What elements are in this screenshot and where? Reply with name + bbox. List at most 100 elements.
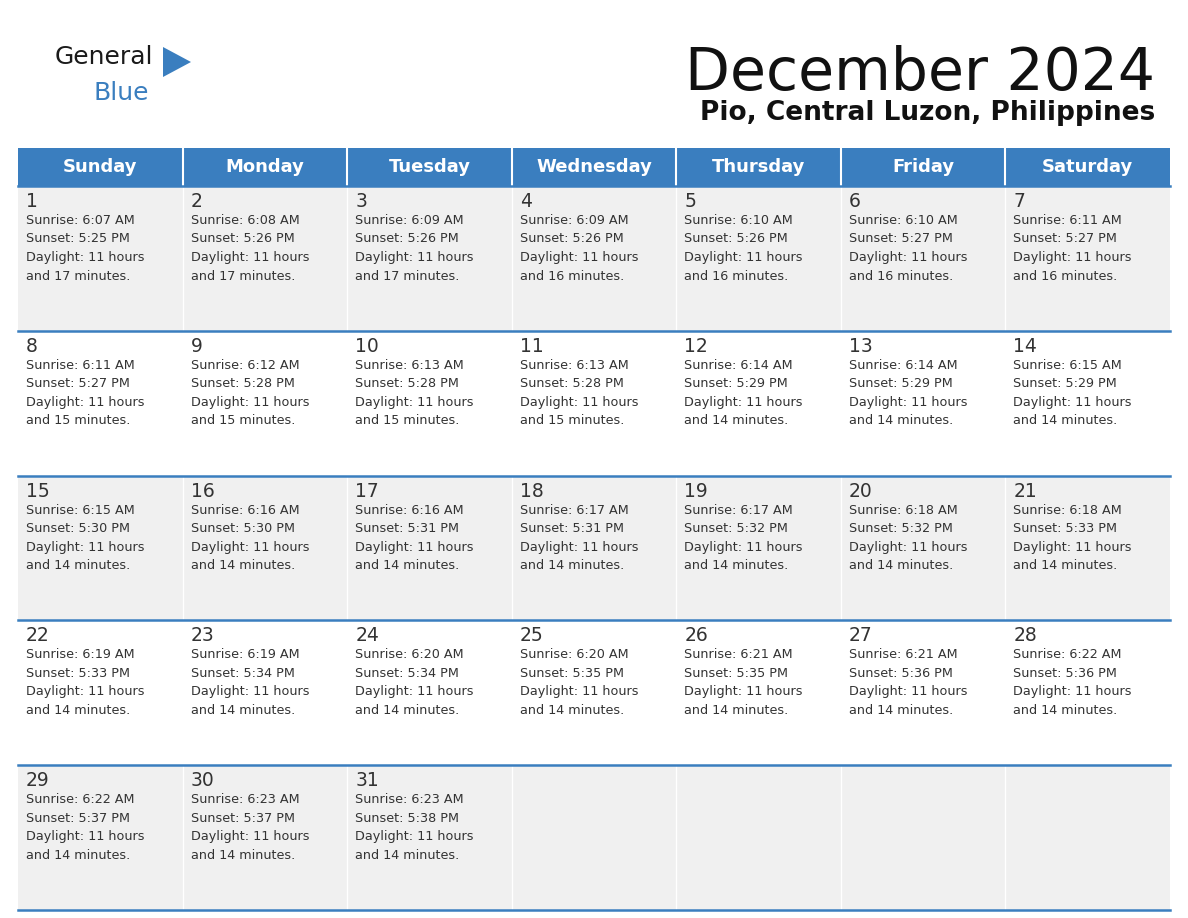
Text: Sunset: 5:35 PM: Sunset: 5:35 PM [684,666,789,680]
Text: Sunset: 5:28 PM: Sunset: 5:28 PM [355,377,459,390]
Text: 14: 14 [1013,337,1037,356]
Text: and 14 minutes.: and 14 minutes. [26,849,131,862]
Text: 7: 7 [1013,192,1025,211]
Text: Sunrise: 6:18 AM: Sunrise: 6:18 AM [849,504,958,517]
Text: Sunrise: 6:19 AM: Sunrise: 6:19 AM [26,648,134,661]
Text: and 14 minutes.: and 14 minutes. [684,559,789,572]
Text: Sunset: 5:29 PM: Sunset: 5:29 PM [1013,377,1117,390]
Text: Sunset: 5:31 PM: Sunset: 5:31 PM [355,522,459,535]
Text: Sunset: 5:26 PM: Sunset: 5:26 PM [519,232,624,245]
Bar [183,148,347,186]
Text: Sunrise: 6:22 AM: Sunrise: 6:22 AM [26,793,134,806]
Text: Sunrise: 6:09 AM: Sunrise: 6:09 AM [519,214,628,227]
Text: Sunrise: 6:17 AM: Sunrise: 6:17 AM [684,504,794,517]
Text: Sunrise: 6:19 AM: Sunrise: 6:19 AM [190,648,299,661]
Text: Sunset: 5:26 PM: Sunset: 5:26 PM [684,232,788,245]
Text: December 2024: December 2024 [685,45,1155,102]
Text: and 15 minutes.: and 15 minutes. [190,414,295,427]
Text: and 14 minutes.: and 14 minutes. [190,559,295,572]
Text: 15: 15 [26,482,50,500]
Text: and 14 minutes.: and 14 minutes. [849,559,953,572]
Text: Sunset: 5:32 PM: Sunset: 5:32 PM [684,522,788,535]
Text: Sunrise: 6:11 AM: Sunrise: 6:11 AM [1013,214,1123,227]
Text: Sunrise: 6:10 AM: Sunrise: 6:10 AM [849,214,958,227]
Text: Daylight: 11 hours: Daylight: 11 hours [1013,396,1132,409]
Text: and 14 minutes.: and 14 minutes. [1013,414,1118,427]
Text: Sunset: 5:26 PM: Sunset: 5:26 PM [355,232,459,245]
Text: and 14 minutes.: and 14 minutes. [355,559,460,572]
Text: Daylight: 11 hours: Daylight: 11 hours [26,251,145,264]
Text: 9: 9 [190,337,202,356]
Text: 20: 20 [849,482,873,500]
Text: and 17 minutes.: and 17 minutes. [355,270,460,283]
Text: Daylight: 11 hours: Daylight: 11 hours [849,541,967,554]
Text: and 15 minutes.: and 15 minutes. [26,414,131,427]
Text: Daylight: 11 hours: Daylight: 11 hours [684,541,803,554]
Text: Sunrise: 6:07 AM: Sunrise: 6:07 AM [26,214,134,227]
Text: Daylight: 11 hours: Daylight: 11 hours [684,251,803,264]
Text: 22: 22 [26,626,50,645]
Text: 12: 12 [684,337,708,356]
Text: Daylight: 11 hours: Daylight: 11 hours [1013,251,1132,264]
Text: Sunset: 5:36 PM: Sunset: 5:36 PM [849,666,953,680]
Text: and 14 minutes.: and 14 minutes. [849,414,953,427]
Text: Daylight: 11 hours: Daylight: 11 hours [355,541,474,554]
Bar [18,186,1170,330]
Text: Sunrise: 6:15 AM: Sunrise: 6:15 AM [26,504,134,517]
Text: Sunrise: 6:21 AM: Sunrise: 6:21 AM [849,648,958,661]
Text: Daylight: 11 hours: Daylight: 11 hours [26,830,145,844]
Text: and 14 minutes.: and 14 minutes. [355,704,460,717]
Text: Daylight: 11 hours: Daylight: 11 hours [684,686,803,699]
Text: Daylight: 11 hours: Daylight: 11 hours [355,830,474,844]
Text: Sunset: 5:32 PM: Sunset: 5:32 PM [849,522,953,535]
Text: and 14 minutes.: and 14 minutes. [26,559,131,572]
Bar [512,148,676,186]
Text: 17: 17 [355,482,379,500]
Text: Sunrise: 6:09 AM: Sunrise: 6:09 AM [355,214,463,227]
Text: Saturday: Saturday [1042,158,1133,176]
Text: 30: 30 [190,771,214,790]
Text: and 15 minutes.: and 15 minutes. [355,414,460,427]
Text: Sunset: 5:30 PM: Sunset: 5:30 PM [26,522,129,535]
Text: Sunset: 5:37 PM: Sunset: 5:37 PM [190,812,295,824]
Text: Daylight: 11 hours: Daylight: 11 hours [355,686,474,699]
Text: Sunrise: 6:22 AM: Sunrise: 6:22 AM [1013,648,1121,661]
Text: Blue: Blue [93,81,148,105]
Text: and 14 minutes.: and 14 minutes. [849,704,953,717]
Text: Sunset: 5:37 PM: Sunset: 5:37 PM [26,812,129,824]
Text: and 14 minutes.: and 14 minutes. [190,704,295,717]
Text: 26: 26 [684,626,708,645]
Text: Daylight: 11 hours: Daylight: 11 hours [26,686,145,699]
Text: Sunday: Sunday [63,158,138,176]
Text: Sunset: 5:27 PM: Sunset: 5:27 PM [1013,232,1117,245]
Text: Daylight: 11 hours: Daylight: 11 hours [190,396,309,409]
Text: Sunrise: 6:12 AM: Sunrise: 6:12 AM [190,359,299,372]
Text: Daylight: 11 hours: Daylight: 11 hours [849,396,967,409]
Bar [347,148,512,186]
Text: 5: 5 [684,192,696,211]
Text: Daylight: 11 hours: Daylight: 11 hours [190,251,309,264]
Text: Daylight: 11 hours: Daylight: 11 hours [519,396,638,409]
Text: Sunset: 5:34 PM: Sunset: 5:34 PM [355,666,459,680]
Text: 10: 10 [355,337,379,356]
Text: Daylight: 11 hours: Daylight: 11 hours [519,686,638,699]
Text: 21: 21 [1013,482,1037,500]
Text: Sunrise: 6:08 AM: Sunrise: 6:08 AM [190,214,299,227]
Bar [18,766,1170,910]
Text: Sunset: 5:38 PM: Sunset: 5:38 PM [355,812,459,824]
Text: and 14 minutes.: and 14 minutes. [684,704,789,717]
Text: Sunset: 5:28 PM: Sunset: 5:28 PM [519,377,624,390]
Text: Sunset: 5:27 PM: Sunset: 5:27 PM [26,377,129,390]
Text: Sunset: 5:25 PM: Sunset: 5:25 PM [26,232,129,245]
Text: Daylight: 11 hours: Daylight: 11 hours [190,830,309,844]
Bar [841,148,1005,186]
Text: Sunrise: 6:17 AM: Sunrise: 6:17 AM [519,504,628,517]
Text: 11: 11 [519,337,543,356]
Text: Daylight: 11 hours: Daylight: 11 hours [849,251,967,264]
Text: and 15 minutes.: and 15 minutes. [519,414,624,427]
Text: 23: 23 [190,626,214,645]
Text: Sunrise: 6:14 AM: Sunrise: 6:14 AM [849,359,958,372]
Text: Sunrise: 6:14 AM: Sunrise: 6:14 AM [684,359,792,372]
Text: General: General [55,45,153,69]
Text: Daylight: 11 hours: Daylight: 11 hours [26,541,145,554]
